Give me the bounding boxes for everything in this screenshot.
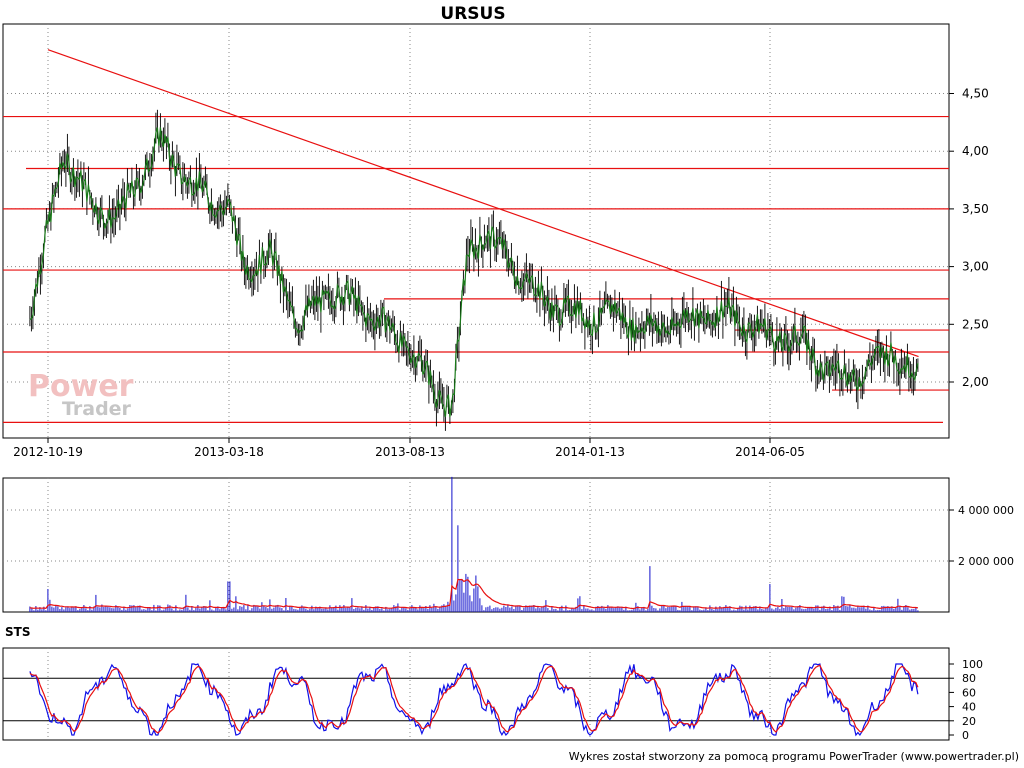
sts-y-tick-label: 0 xyxy=(962,729,969,742)
sts-y-tick-label: 80 xyxy=(962,672,976,685)
price-line xyxy=(29,127,919,418)
price-y-tick-label: 2,00 xyxy=(962,375,989,389)
chart-title: URSUS xyxy=(440,4,505,24)
date-tick-label: 2013-08-13 xyxy=(375,445,445,459)
volume-y-tick-label: 2 000 000 xyxy=(958,555,1014,568)
price-y-tick-label: 2,50 xyxy=(962,317,989,331)
resistance-lines xyxy=(3,115,949,423)
price-y-tick-label: 3,00 xyxy=(962,260,989,274)
sts-y-tick-label: 20 xyxy=(962,715,976,728)
watermark-line1: Power xyxy=(28,369,134,404)
price-y-tick-label: 3,50 xyxy=(962,202,989,216)
powertrader-watermark: Power Trader xyxy=(28,369,134,420)
price-y-tick-label: 4,50 xyxy=(962,87,989,101)
price-y-tick-label: 4,00 xyxy=(962,144,989,158)
sts-y-tick-label: 100 xyxy=(962,658,983,671)
date-tick-label: 2014-06-05 xyxy=(735,445,805,459)
date-tick-label: 2013-03-18 xyxy=(194,445,264,459)
volume-average-line xyxy=(29,578,919,610)
volume-y-axis: 4 000 000 2 000 000 xyxy=(949,504,1014,568)
sts-reference-lines xyxy=(3,677,949,722)
sts-y-tick-label: 60 xyxy=(962,686,976,699)
sts-panel-label: STS xyxy=(5,625,30,639)
watermark-line2: Trader xyxy=(62,398,132,420)
trend-lines xyxy=(47,49,919,358)
date-tick-label: 2014-01-13 xyxy=(555,445,625,459)
sts-y-tick-label: 40 xyxy=(962,701,976,714)
volume-bars xyxy=(29,476,919,612)
volume-y-tick-label: 4 000 000 xyxy=(958,504,1014,517)
sts-panel-frame xyxy=(2,647,950,741)
grid-lines xyxy=(3,24,949,740)
date-tick-label: 2012-10-19 xyxy=(13,445,83,459)
sts-k-line xyxy=(29,663,919,737)
price-y-axis: 4,50 4,00 3,50 3,00 2,50 2,00 xyxy=(949,87,989,389)
price-panel-frame xyxy=(2,23,950,439)
downtrend-line xyxy=(47,49,919,358)
sts-d-line xyxy=(29,664,919,734)
footer-credit: Wykres został stworzony za pomocą progra… xyxy=(569,750,1019,763)
date-x-axis: 2012-10-19 2013-03-18 2013-08-13 2014-01-13… xyxy=(13,438,805,459)
